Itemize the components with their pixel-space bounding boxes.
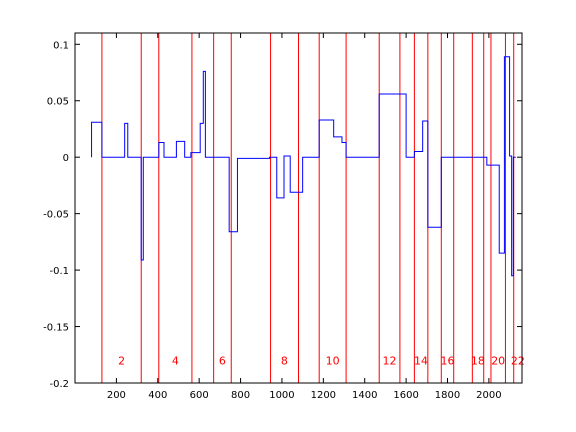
segment-labels: 2 4 6 8 10 12 14 16 18 20 22 bbox=[118, 354, 525, 367]
x-tick-label: 800 bbox=[231, 390, 250, 401]
x-tick-label: 1200 bbox=[311, 390, 336, 401]
segment-label: 10 bbox=[326, 354, 340, 367]
segment-label: 14 bbox=[414, 354, 428, 367]
segment-label: 12 bbox=[383, 354, 397, 367]
x-tick-label: 600 bbox=[190, 390, 209, 401]
segment-label: 4 bbox=[172, 354, 179, 367]
segment-label: 2 bbox=[118, 354, 125, 367]
x-tick-label: 1400 bbox=[352, 390, 377, 401]
x-tick-label: 1000 bbox=[269, 390, 294, 401]
segment-label: 8 bbox=[281, 354, 288, 367]
y-tick-label: -0.1 bbox=[49, 266, 69, 277]
y-axis: 0.1 0.05 0 -0.05 -0.1 -0.15 -0.2 bbox=[43, 40, 522, 390]
x-axis: 200 400 600 800 1000 1200 1400 1600 1800 2000 bbox=[107, 33, 502, 401]
x-tick-label: 400 bbox=[148, 390, 167, 401]
segment-label: 16 bbox=[441, 354, 455, 367]
y-tick-label: -0.05 bbox=[43, 210, 69, 221]
y-tick-label: 0 bbox=[63, 153, 69, 164]
segment-label: 22 bbox=[511, 354, 525, 367]
series-line bbox=[91, 56, 516, 277]
x-tick-label: 1600 bbox=[393, 390, 418, 401]
y-tick-label: 0.1 bbox=[53, 40, 69, 51]
segment-label: 20 bbox=[491, 354, 505, 367]
plot-frame bbox=[74, 32, 523, 384]
y-tick-label: -0.2 bbox=[49, 379, 69, 390]
x-tick-label: 2000 bbox=[476, 390, 501, 401]
data-series bbox=[91, 56, 516, 277]
x-tick-label: 1800 bbox=[435, 390, 460, 401]
segment-label: 18 bbox=[471, 354, 485, 367]
y-tick-label: 0.05 bbox=[47, 97, 69, 108]
x-tick-label: 200 bbox=[107, 390, 126, 401]
y-tick-label: -0.15 bbox=[43, 323, 69, 334]
segment-label: 6 bbox=[219, 354, 226, 367]
